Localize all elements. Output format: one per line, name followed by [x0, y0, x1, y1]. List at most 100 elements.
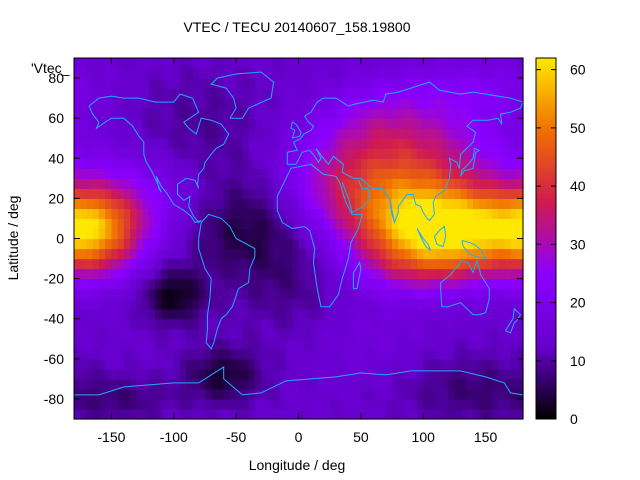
heatmap-cell	[292, 378, 300, 390]
heatmap-cell	[136, 268, 144, 280]
heatmap-cell	[261, 268, 268, 280]
heatmap-cell	[348, 348, 356, 360]
heatmap-cell	[323, 138, 331, 149]
heatmap-cell	[466, 128, 474, 139]
heatmap-cell	[473, 288, 480, 300]
heatmap-cell	[254, 238, 262, 250]
heatmap-cell	[298, 398, 306, 410]
heatmap-cell	[267, 338, 275, 350]
heatmap-cell	[360, 368, 368, 380]
heatmap-cell	[254, 78, 262, 89]
heatmap-cell	[304, 128, 312, 139]
heatmap-cell	[292, 108, 300, 119]
heatmap-cell	[286, 148, 293, 159]
heatmap-cell	[416, 408, 424, 420]
heatmap-cell	[136, 348, 144, 360]
heatmap-cell	[292, 138, 300, 149]
heatmap-cell	[229, 248, 237, 260]
heatmap-cell	[485, 138, 493, 149]
heatmap-cell	[423, 358, 431, 370]
heatmap-cell	[155, 208, 162, 220]
heatmap-cell	[229, 78, 237, 89]
heatmap-cell	[148, 298, 156, 310]
heatmap-cell	[323, 368, 331, 380]
heatmap-cell	[242, 348, 250, 360]
heatmap-cell	[223, 108, 231, 119]
heatmap-cell	[485, 228, 493, 240]
heatmap-cell	[516, 408, 524, 420]
heatmap-cell	[360, 298, 368, 310]
heatmap-cell	[423, 398, 431, 410]
heatmap-cell	[286, 178, 293, 189]
heatmap-cell	[254, 288, 262, 300]
heatmap-cell	[410, 218, 418, 230]
heatmap-cell	[167, 398, 175, 410]
heatmap-cell	[491, 368, 499, 380]
coastline-antarctica	[74, 365, 524, 396]
heatmap-cell	[80, 58, 88, 69]
heatmap-cell	[410, 318, 418, 330]
heatmap-cell	[360, 238, 368, 250]
heatmap-cell	[180, 408, 187, 420]
heatmap-cell	[448, 118, 456, 129]
heatmap-cell	[360, 218, 368, 230]
heatmap-cell	[286, 68, 293, 79]
heatmap-cell	[211, 228, 219, 240]
heatmap-cell	[429, 78, 437, 89]
heatmap-cell	[404, 388, 412, 400]
heatmap-cell	[248, 88, 256, 99]
heatmap-cell	[429, 68, 437, 79]
heatmap-cell	[441, 148, 449, 159]
heatmap-cell	[441, 278, 449, 290]
heatmap-cell	[310, 298, 318, 310]
heatmap-cell	[211, 398, 219, 410]
heatmap-cell	[504, 158, 512, 169]
heatmap-cell	[385, 398, 393, 410]
heatmap-cell	[223, 138, 231, 149]
heatmap-cell	[473, 58, 480, 69]
heatmap-cell	[329, 298, 337, 310]
heatmap-cell	[448, 398, 456, 410]
coastline-australia	[440, 258, 490, 316]
heatmap-cell	[354, 198, 362, 210]
heatmap-cell	[80, 228, 88, 240]
heatmap-cell	[86, 138, 94, 149]
x-tick-label: 50	[353, 429, 369, 445]
heatmap-cell	[454, 288, 462, 300]
x-tick-label: -100	[160, 429, 188, 445]
heatmap-cell	[267, 248, 275, 260]
heatmap-cell	[504, 138, 512, 149]
heatmap-cell	[398, 168, 406, 179]
heatmap-cell	[254, 158, 262, 169]
heatmap-cell	[335, 348, 343, 360]
heatmap-cell	[298, 208, 306, 220]
heatmap-cell	[435, 118, 443, 129]
heatmap-cell	[204, 318, 212, 330]
heatmap-cell	[385, 318, 393, 330]
heatmap-cell	[354, 258, 362, 270]
heatmap-cell	[498, 88, 505, 99]
heatmap-cell	[142, 348, 150, 360]
heatmap-cell	[323, 378, 331, 390]
heatmap-cell	[198, 158, 206, 169]
heatmap-cell	[441, 178, 449, 189]
heatmap-cell	[130, 368, 137, 380]
heatmap-cell	[329, 218, 337, 230]
coastline-japan	[460, 147, 481, 177]
heatmap-cell	[410, 138, 418, 149]
heatmap-cell	[404, 88, 412, 99]
heatmap-cell	[142, 58, 150, 69]
heatmap-cell	[460, 258, 468, 270]
heatmap-cell	[441, 108, 449, 119]
heatmap-cell	[236, 288, 243, 300]
heatmap-cell	[435, 218, 443, 230]
heatmap-cell	[516, 108, 524, 119]
heatmap-cell	[136, 318, 144, 330]
heatmap-cell	[310, 268, 318, 280]
heatmap-cell	[292, 258, 300, 270]
heatmap-cell	[329, 138, 337, 149]
heatmap-cell	[80, 408, 88, 420]
heatmap-cell	[348, 198, 356, 210]
heatmap-cell	[466, 138, 474, 149]
heatmap-cell	[398, 68, 406, 79]
